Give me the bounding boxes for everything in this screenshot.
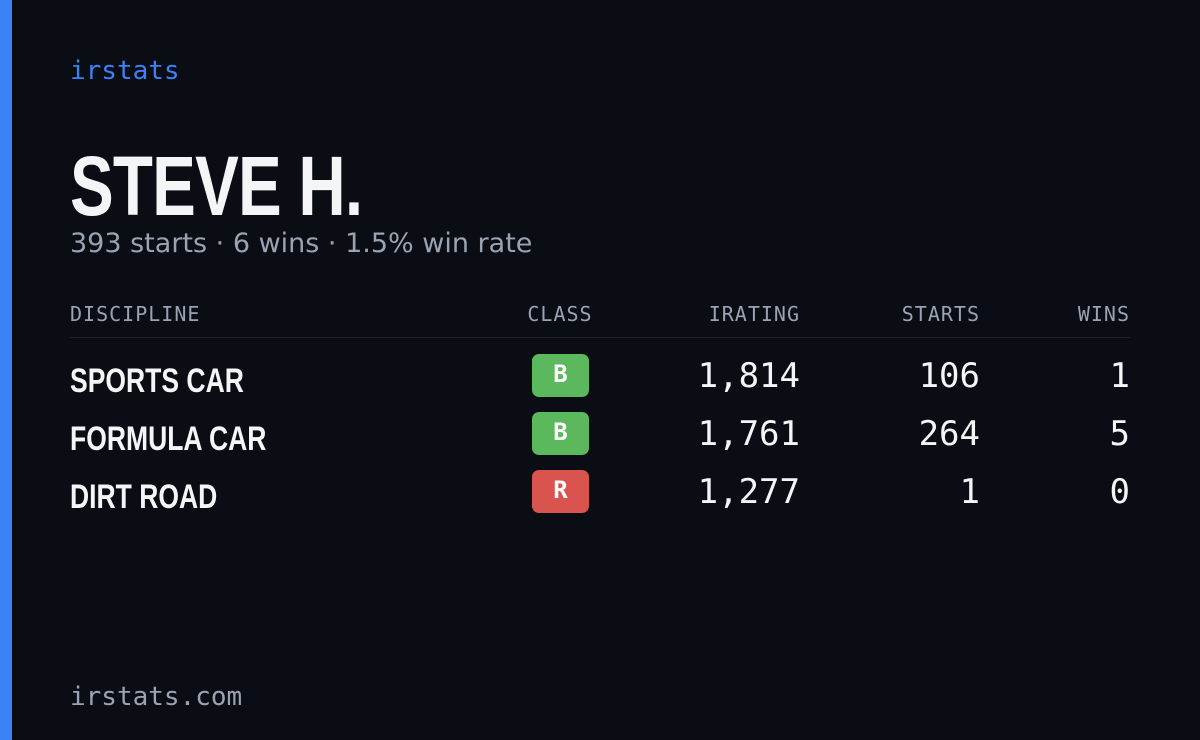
discipline: SPORTS CAR bbox=[70, 362, 244, 400]
class-badge: R bbox=[532, 470, 589, 513]
discipline: FORMULA CAR bbox=[70, 420, 267, 458]
wins-value: 5 bbox=[1109, 414, 1130, 454]
starts-value: 106 bbox=[918, 356, 980, 396]
class-badge: B bbox=[532, 354, 589, 397]
column-header: WINS bbox=[1077, 302, 1130, 326]
discipline: DIRT ROAD bbox=[70, 478, 218, 516]
column-header: CLASS bbox=[527, 302, 593, 326]
column-header: IRATING bbox=[708, 302, 800, 326]
irating-value: 1,277 bbox=[697, 472, 800, 512]
irating-value: 1,761 bbox=[697, 414, 800, 454]
starts-value: 1 bbox=[959, 472, 980, 512]
player-summary: 393 starts · 6 wins · 1.5% win rate bbox=[70, 228, 533, 259]
wins-value: 0 bbox=[1109, 472, 1130, 512]
brand: irstats bbox=[70, 56, 180, 86]
accent-bar bbox=[0, 0, 12, 740]
starts-value: 264 bbox=[918, 414, 980, 454]
irating-value: 1,814 bbox=[697, 356, 800, 396]
player-name: STEVE H. bbox=[70, 139, 363, 233]
column-header: DISCIPLINE bbox=[70, 302, 201, 326]
footer: irstats.com bbox=[70, 682, 243, 712]
class-badge: B bbox=[532, 412, 589, 455]
column-header: STARTS bbox=[901, 302, 980, 326]
header-rule bbox=[70, 337, 1130, 338]
wins-value: 1 bbox=[1109, 356, 1130, 396]
